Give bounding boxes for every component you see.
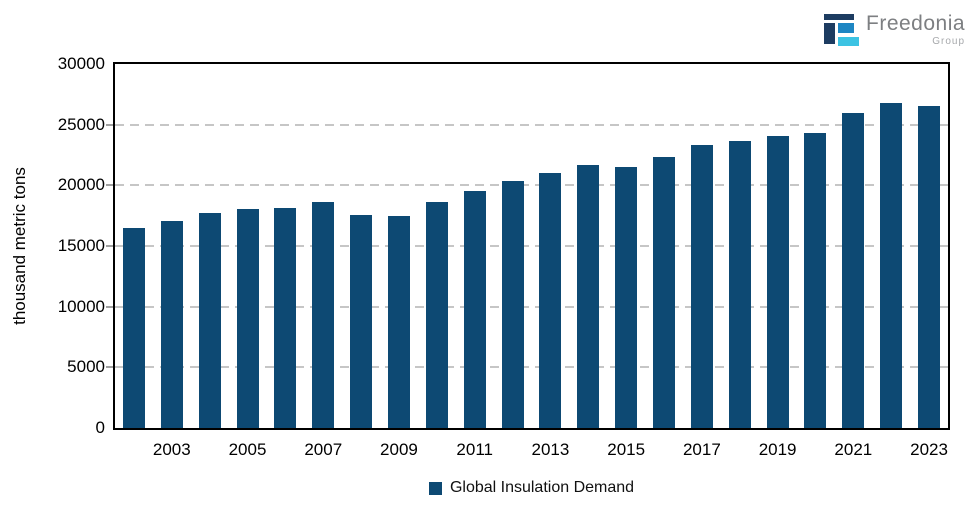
logo-bar-top-icon [824, 14, 854, 20]
x-tick-label-2005: 2005 [228, 440, 267, 459]
y-tick-label-30000: 30000 [57, 54, 105, 73]
freedonia-logo-mark [824, 12, 860, 48]
gridline-10000 [115, 305, 948, 308]
x-tick-label-2003: 2003 [152, 440, 191, 459]
bar-2009 [387, 216, 410, 428]
bar-2005 [236, 209, 259, 428]
x-tick-label-2013: 2013 [531, 440, 570, 459]
bar-2018 [728, 141, 751, 428]
bar-2016 [653, 157, 676, 428]
bar-2012 [501, 181, 524, 428]
bar-2017 [690, 144, 713, 428]
x-tick-label-2017: 2017 [682, 440, 721, 459]
y-tick-25000 [106, 123, 113, 126]
logo-sub-name: Group [932, 36, 966, 47]
y-tick-15000 [106, 245, 113, 247]
gridline-15000 [115, 245, 948, 247]
legend-label: Global Insulation Demand [449, 479, 635, 496]
x-tick-label-2021: 2021 [834, 440, 873, 459]
bar-2006 [274, 208, 297, 428]
y-tick-label-15000: 15000 [57, 236, 105, 255]
plot-area [113, 62, 950, 430]
logo-brand-name: Freedonia [866, 12, 966, 35]
bar-2019 [766, 135, 789, 428]
bar-2011 [463, 191, 486, 428]
bar-2014 [577, 165, 600, 428]
legend-swatch [428, 481, 442, 495]
logo-text: Freedonia Group [866, 12, 965, 47]
logo-bar-stem-icon [824, 23, 835, 44]
y-tick-label-5000: 5000 [67, 357, 105, 377]
gridline-25000 [115, 123, 948, 126]
bar-2021 [842, 112, 865, 428]
bar-2015 [615, 166, 638, 428]
y-tick-label-10000: 10000 [57, 296, 105, 316]
bar-2004 [198, 212, 221, 428]
y-tick-20000 [106, 184, 113, 187]
bar-2003 [160, 221, 183, 428]
y-tick-10000 [106, 305, 113, 308]
bar-2020 [804, 132, 827, 428]
logo-bar-low-icon [838, 37, 859, 46]
y-axis-title: thousand metric tons [10, 167, 29, 325]
x-tick-label-2011: 2011 [456, 440, 493, 459]
x-tick-label-2007: 2007 [304, 440, 343, 459]
gridline-20000 [115, 184, 948, 187]
bar-2007 [312, 202, 335, 428]
bar-2010 [425, 202, 448, 428]
freedonia-logo: Freedonia Group [824, 12, 965, 48]
y-tick-label-25000: 25000 [57, 114, 105, 134]
x-tick-label-2023: 2023 [910, 440, 948, 459]
gridline-5000 [115, 366, 948, 369]
x-tick-label-2009: 2009 [380, 440, 418, 459]
bar-2023 [918, 106, 941, 428]
x-tick-label-2015: 2015 [607, 440, 646, 459]
y-tick-5000 [106, 366, 113, 369]
bar-2008 [350, 215, 373, 428]
legend: Global Insulation Demand [113, 478, 950, 498]
bar-2022 [880, 103, 903, 428]
bar-2013 [539, 173, 562, 428]
bar-2002 [122, 228, 145, 428]
logo-bar-mid-icon [838, 23, 854, 33]
y-tick-label-20000: 20000 [57, 175, 105, 195]
y-tick-label-0: 0 [95, 418, 105, 437]
x-tick-label-2019: 2019 [758, 440, 797, 459]
